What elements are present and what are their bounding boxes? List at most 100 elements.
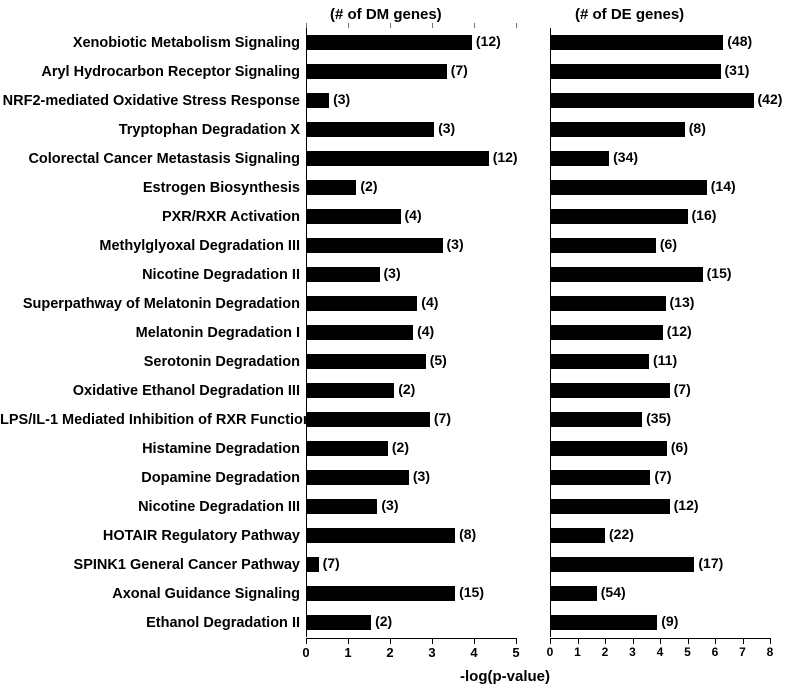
axis-tick bbox=[605, 638, 606, 644]
axis-tick-label: 1 bbox=[574, 645, 581, 659]
dm-bar-zone: (3) bbox=[306, 463, 576, 492]
de-bar bbox=[550, 383, 670, 398]
axis-tick bbox=[578, 638, 579, 644]
de-bar bbox=[550, 296, 666, 311]
axis-tick-label: 5 bbox=[684, 645, 691, 659]
chart-row: Axonal Guidance Signaling(15)(54) bbox=[0, 579, 800, 608]
chart-rows: Xenobiotic Metabolism Signaling(12)(48)A… bbox=[0, 28, 800, 637]
chart-row: SPINK1 General Cancer Pathway(7)(17) bbox=[0, 550, 800, 579]
de-count-label: (48) bbox=[727, 33, 752, 49]
dm-count-label: (2) bbox=[360, 178, 377, 194]
de-bar bbox=[550, 615, 657, 630]
de-bar-zone: (12) bbox=[550, 492, 800, 521]
chart-row: Nicotine Degradation III(3)(12) bbox=[0, 492, 800, 521]
de-bar bbox=[550, 441, 667, 456]
de-bar bbox=[550, 122, 685, 137]
dm-x-axis: 012345 bbox=[306, 638, 516, 664]
dm-bar bbox=[306, 64, 447, 79]
axis-tick-label: 2 bbox=[386, 645, 393, 660]
de-bar-zone: (42) bbox=[550, 86, 800, 115]
dm-count-label: (4) bbox=[405, 207, 422, 223]
de-count-label: (9) bbox=[661, 613, 678, 629]
de-bar bbox=[550, 180, 707, 195]
dm-bar bbox=[306, 296, 417, 311]
de-bar-zone: (35) bbox=[550, 405, 800, 434]
chart-row: Dopamine Degradation(3)(7) bbox=[0, 463, 800, 492]
row-label: PXR/RXR Activation bbox=[0, 209, 306, 225]
de-bar-zone: (15) bbox=[550, 260, 800, 289]
chart-row: Histamine Degradation(2)(6) bbox=[0, 434, 800, 463]
row-label: Histamine Degradation bbox=[0, 441, 306, 457]
de-bar bbox=[550, 499, 670, 514]
axis-tick bbox=[715, 638, 716, 644]
dm-count-label: (3) bbox=[447, 236, 464, 252]
paired-bar-chart: { "layout": { "label_width": 300, "dm_le… bbox=[0, 0, 800, 699]
de-bar bbox=[550, 325, 663, 340]
row-label: Oxidative Ethanol Degradation III bbox=[0, 383, 306, 399]
de-bar bbox=[550, 470, 650, 485]
de-bar-zone: (22) bbox=[550, 521, 800, 550]
de-count-label: (17) bbox=[698, 555, 723, 571]
chart-row: Serotonin Degradation(5)(11) bbox=[0, 347, 800, 376]
axis-tick bbox=[348, 638, 349, 644]
de-bar bbox=[550, 354, 649, 369]
chart-row: Nicotine Degradation II(3)(15) bbox=[0, 260, 800, 289]
row-label: Superpathway of Melatonin Degradation bbox=[0, 296, 306, 312]
chart-row: Estrogen Biosynthesis(2)(14) bbox=[0, 173, 800, 202]
dm-count-label: (12) bbox=[493, 149, 518, 165]
de-count-label: (6) bbox=[671, 439, 688, 455]
dm-bar-zone: (3) bbox=[306, 492, 576, 521]
de-bar bbox=[550, 151, 609, 166]
de-bar-zone: (48) bbox=[550, 28, 800, 57]
dm-bar bbox=[306, 586, 455, 601]
dm-bar bbox=[306, 35, 472, 50]
de-bar-zone: (12) bbox=[550, 318, 800, 347]
axis-tick-label: 4 bbox=[470, 645, 477, 660]
de-count-label: (42) bbox=[758, 91, 783, 107]
dm-bar-zone: (12) bbox=[306, 144, 576, 173]
dm-bar-zone: (2) bbox=[306, 608, 576, 637]
de-bar-zone: (6) bbox=[550, 434, 800, 463]
de-count-label: (11) bbox=[653, 352, 677, 368]
dm-count-label: (3) bbox=[384, 265, 401, 281]
chart-row: Tryptophan Degradation X(3)(8) bbox=[0, 115, 800, 144]
axis-tick bbox=[743, 638, 744, 644]
dm-bar-zone: (15) bbox=[306, 579, 576, 608]
row-label: Colorectal Cancer Metastasis Signaling bbox=[0, 151, 306, 167]
dm-bar bbox=[306, 615, 371, 630]
de-bar bbox=[550, 64, 721, 79]
dm-count-label: (3) bbox=[381, 497, 398, 513]
axis-tick-label: 6 bbox=[712, 645, 719, 659]
axis-tick-label: 8 bbox=[767, 645, 774, 659]
de-count-label: (16) bbox=[692, 207, 717, 223]
axis-tick bbox=[306, 638, 307, 644]
dm-count-label: (15) bbox=[459, 584, 484, 600]
dm-bar-zone: (7) bbox=[306, 57, 576, 86]
dm-count-label: (3) bbox=[438, 120, 455, 136]
de-bar bbox=[550, 93, 754, 108]
axis-tick bbox=[516, 638, 517, 644]
dm-bar-zone: (8) bbox=[306, 521, 576, 550]
dm-bar-zone: (3) bbox=[306, 231, 576, 260]
chart-row: NRF2-mediated Oxidative Stress Response(… bbox=[0, 86, 800, 115]
axis-tick-label: 0 bbox=[302, 645, 309, 660]
dm-bar bbox=[306, 470, 409, 485]
dm-bar bbox=[306, 383, 394, 398]
de-count-label: (34) bbox=[613, 149, 638, 165]
dm-bar bbox=[306, 238, 443, 253]
row-label: HOTAIR Regulatory Pathway bbox=[0, 528, 306, 544]
de-x-axis: 012345678 bbox=[550, 638, 770, 664]
dm-bar bbox=[306, 354, 426, 369]
axis-tick bbox=[660, 638, 661, 644]
row-label: Serotonin Degradation bbox=[0, 354, 306, 370]
chart-row: Melatonin Degradation I(4)(12) bbox=[0, 318, 800, 347]
de-bar bbox=[550, 267, 703, 282]
dm-bar bbox=[306, 441, 388, 456]
de-bar bbox=[550, 238, 656, 253]
de-bar-zone: (7) bbox=[550, 376, 800, 405]
chart-row: HOTAIR Regulatory Pathway(8)(22) bbox=[0, 521, 800, 550]
dm-bar bbox=[306, 325, 413, 340]
axis-tick bbox=[688, 638, 689, 644]
axis-tick-label: 3 bbox=[428, 645, 435, 660]
chart-row: LPS/IL-1 Mediated Inhibition of RXR Func… bbox=[0, 405, 800, 434]
